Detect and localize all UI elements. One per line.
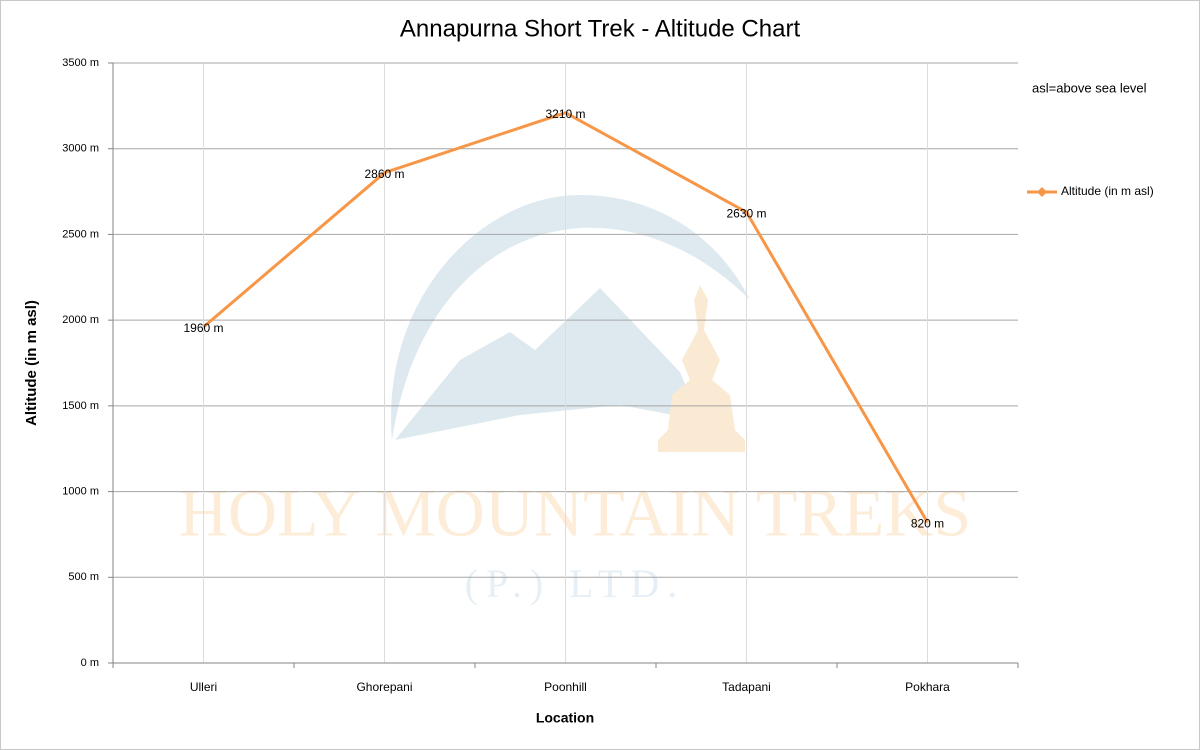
chart-title: Annapurna Short Trek - Altitude Chart	[400, 15, 801, 42]
data-label: 2630 m	[726, 206, 766, 220]
x-axis-title: Location	[536, 710, 594, 726]
y-tick-label: 1500 m	[62, 400, 99, 412]
data-label: 2860 m	[364, 167, 404, 181]
y-axis-title: Altitude (in m asl)	[23, 300, 40, 426]
watermark-subtext: (P.) LTD.	[465, 561, 686, 606]
x-tick-label: Tadapani	[722, 680, 771, 694]
x-tick-label: Ulleri	[190, 680, 217, 694]
data-label: 820 m	[911, 517, 944, 531]
x-tick-label: Poonhill	[544, 680, 587, 694]
legend-marker	[1037, 187, 1047, 197]
legend-label: Altitude (in m asl)	[1061, 184, 1154, 198]
y-tick-label: 500 m	[68, 571, 99, 583]
y-tick-label: 1000 m	[62, 485, 99, 497]
watermark-logo: HOLY MOUNTAIN TREKS (P.) LTD.	[179, 195, 971, 606]
watermark-text: HOLY MOUNTAIN TREKS	[179, 475, 971, 551]
data-label: 3210 m	[545, 107, 585, 121]
y-tick-label: 3500 m	[62, 57, 99, 69]
y-tick-label: 0 m	[81, 657, 99, 669]
x-tick-label: Ghorepani	[356, 680, 412, 694]
data-label: 1960 m	[183, 321, 223, 335]
y-tick-label: 3000 m	[62, 143, 99, 155]
y-tick-label: 2500 m	[62, 228, 99, 240]
annotation: asl=above sea level	[1032, 80, 1147, 95]
series-line	[202, 111, 929, 524]
y-tick-label: 2000 m	[62, 314, 99, 326]
x-tick-label: Pokhara	[905, 680, 950, 694]
